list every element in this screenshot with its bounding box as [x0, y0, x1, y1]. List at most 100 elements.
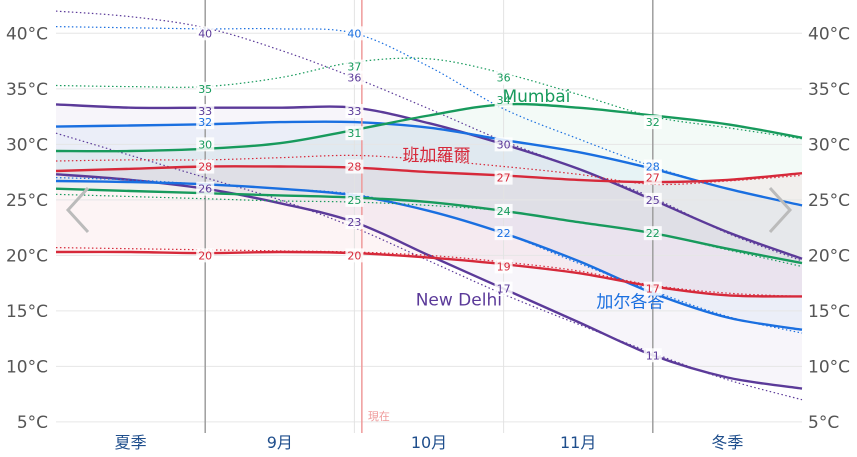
y-tick-left: 40°C	[6, 24, 48, 44]
mumbai-label-bg	[494, 92, 513, 107]
mumbai-data-label: 37	[347, 61, 361, 74]
delhi-data-label: 11	[646, 349, 660, 362]
kolkata-label-bg	[345, 26, 364, 41]
delhi-label-bg	[643, 348, 662, 363]
period-label-3: 11月	[560, 433, 596, 452]
y-tick-right: 35°C	[808, 80, 850, 100]
delhi-label-bg	[345, 215, 364, 230]
bengaluru-label-bg	[345, 159, 364, 174]
bengaluru-record-high-line	[55, 154, 803, 186]
mumbai-record-high-line	[55, 57, 803, 140]
mumbai-data-label: 24	[497, 205, 511, 218]
y-tick-left: 35°C	[6, 80, 48, 100]
kolkata-series-name: 加尔各答	[596, 293, 664, 313]
bengaluru-data-label: 27	[646, 172, 660, 185]
now-label: 現在	[368, 410, 390, 423]
delhi-record-high-line	[55, 10, 803, 262]
mumbai-data-label: 34	[497, 94, 511, 107]
delhi-high-line	[55, 103, 803, 260]
chevron-left-icon	[65, 186, 90, 234]
kolkata-data-label: 32	[198, 116, 212, 129]
bengaluru-low-line	[55, 250, 803, 298]
y-tick-left: 10°C	[6, 357, 48, 377]
y-tick-right: 25°C	[808, 191, 850, 211]
y-tick-right: 10°C	[808, 357, 850, 377]
y-tick-left: 5°C	[17, 413, 48, 433]
bengaluru-label-bg	[494, 259, 513, 274]
mumbai-label-bg	[196, 81, 215, 96]
delhi-data-label: 33	[347, 105, 361, 118]
mumbai-data-label: 25	[347, 194, 361, 207]
mumbai-label-bg	[643, 226, 662, 241]
delhi-label-bg	[643, 192, 662, 207]
period-label-0: 夏季	[115, 433, 147, 452]
mumbai-low-line	[55, 187, 803, 265]
bengaluru-data-label: 27	[497, 172, 511, 185]
data-labels: 40 33 26 36 33 23 30 17 25 11 New Delhi 32 40 22 28 加尔各…	[196, 26, 664, 363]
mumbai-label-bg	[196, 137, 215, 152]
bengaluru-label-bg	[494, 170, 513, 185]
bengaluru-data-label: 17	[646, 283, 660, 296]
delhi-label-bg	[494, 281, 513, 296]
chevron-right-icon	[768, 186, 793, 234]
mumbai-data-label: 36	[497, 72, 511, 85]
bengaluru-data-label: 28	[347, 161, 361, 174]
mumbai-series-name: Mumbai	[502, 87, 570, 107]
delhi-data-label: 17	[497, 283, 511, 296]
kolkata-data-label: 40	[347, 27, 361, 40]
delhi-data-label: 23	[347, 216, 361, 229]
period-label-4: 冬季	[711, 433, 743, 452]
kolkata-record-low-line	[55, 177, 803, 334]
y-tick-left: 15°C	[6, 302, 48, 322]
kolkata-label-bg	[196, 115, 215, 130]
prev-period-button[interactable]	[58, 182, 94, 238]
y-tick-right: 20°C	[808, 246, 850, 266]
bengaluru-series-name: 班加羅爾	[402, 146, 470, 166]
bengaluru-label-bg	[643, 170, 662, 185]
bengaluru-label-bg	[345, 248, 364, 263]
delhi-label-bg	[494, 137, 513, 152]
kolkata-high-line	[55, 120, 803, 207]
y-tick-right: 5°C	[808, 413, 839, 433]
delhi-data-label: 25	[646, 194, 660, 207]
y-tick-left: 20°C	[6, 246, 48, 266]
delhi-data-label: 30	[497, 138, 511, 151]
kolkata-label-bg	[643, 159, 662, 174]
bengaluru-label-bg	[196, 248, 215, 263]
delhi-label-bg	[196, 104, 215, 119]
kolkata-range-band	[56, 122, 802, 330]
delhi-data-label: 33	[198, 105, 212, 118]
y-tick-left: 25°C	[6, 191, 48, 211]
y-tick-right: 30°C	[808, 135, 850, 155]
delhi-series-name: New Delhi	[416, 290, 502, 310]
bengaluru-label-bg	[196, 159, 215, 174]
bengaluru-data-label: 28	[198, 161, 212, 174]
y-tick-left: 30°C	[6, 135, 48, 155]
series-lines	[55, 10, 803, 401]
bengaluru-data-label: 20	[198, 249, 212, 262]
mumbai-label-bg	[345, 126, 364, 141]
delhi-range-band	[56, 104, 802, 389]
mumbai-data-label: 35	[198, 83, 212, 96]
mumbai-high-line	[55, 102, 803, 153]
mumbai-data-label: 31	[347, 127, 361, 140]
y-tick-right: 40°C	[808, 24, 850, 44]
kolkata-record-high-line	[55, 26, 803, 206]
bengaluru-data-label: 19	[497, 260, 511, 273]
delhi-label-bg	[196, 26, 215, 41]
kolkata-low-line	[55, 179, 803, 331]
bengaluru-record-low-line	[55, 247, 803, 297]
delhi-label-bg	[345, 104, 364, 119]
bengaluru-label-bg	[643, 281, 662, 296]
mumbai-label-bg	[494, 70, 513, 85]
mumbai-data-label: 32	[646, 116, 660, 129]
kolkata-data-label: 22	[497, 227, 511, 240]
mumbai-data-label: 22	[646, 227, 660, 240]
y-axis: 40°C 40°C 35°C 35°C 30°C 30°C 25°C 25°C 20°C 20°C…	[6, 24, 850, 433]
next-period-button[interactable]	[760, 182, 796, 238]
delhi-label-bg	[196, 181, 215, 196]
mumbai-label-bg	[345, 59, 364, 74]
period-label-2: 10月	[411, 433, 447, 452]
period-label-1: 9月	[267, 433, 293, 452]
